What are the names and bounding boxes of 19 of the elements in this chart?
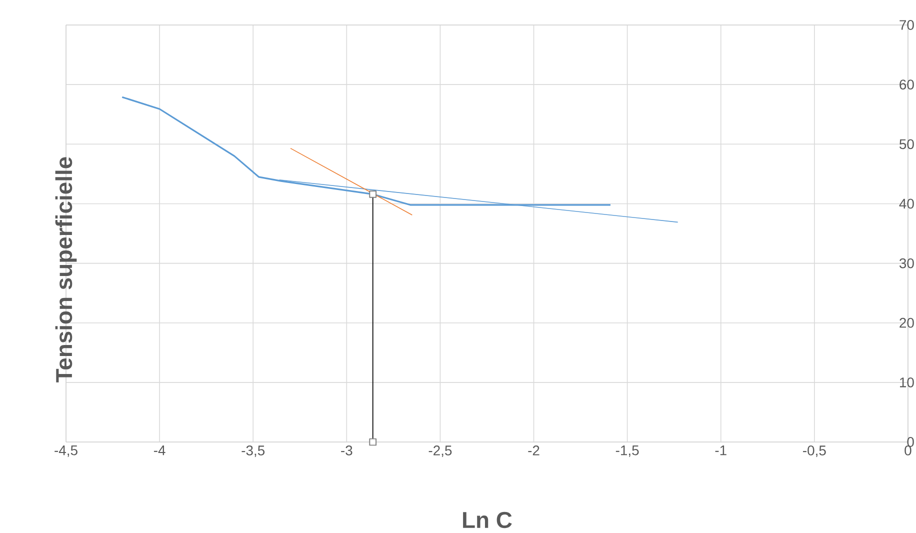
y-tick-label: 70: [900, 20, 914, 30]
x-tick-label: -1: [715, 446, 726, 456]
x-axis-title: Ln C: [463, 512, 512, 528]
y-tick-label: 60: [900, 80, 914, 90]
x-tick-label: -4,5: [54, 446, 78, 457]
x-tick-label: -1,5: [616, 446, 639, 457]
y-tick-label: 0: [907, 437, 914, 447]
x-tick-label: -2: [528, 446, 540, 456]
x-tick-label: -2,5: [428, 446, 452, 458]
x-tick-label: -3,5: [242, 446, 265, 458]
x-tick-label: -4: [154, 446, 166, 456]
y-tick-label: 20: [900, 318, 914, 328]
x-tick-label: -3: [341, 446, 352, 456]
y-tick-label: 40: [899, 198, 914, 209]
y-tick-label: 30: [899, 258, 914, 268]
x-tick-label: -0,5: [803, 446, 826, 458]
y-tick-label: 10: [900, 377, 914, 388]
y-axis-title: Tension superficielle: [55, 157, 77, 382]
y-tick-label: 50: [899, 139, 914, 150]
